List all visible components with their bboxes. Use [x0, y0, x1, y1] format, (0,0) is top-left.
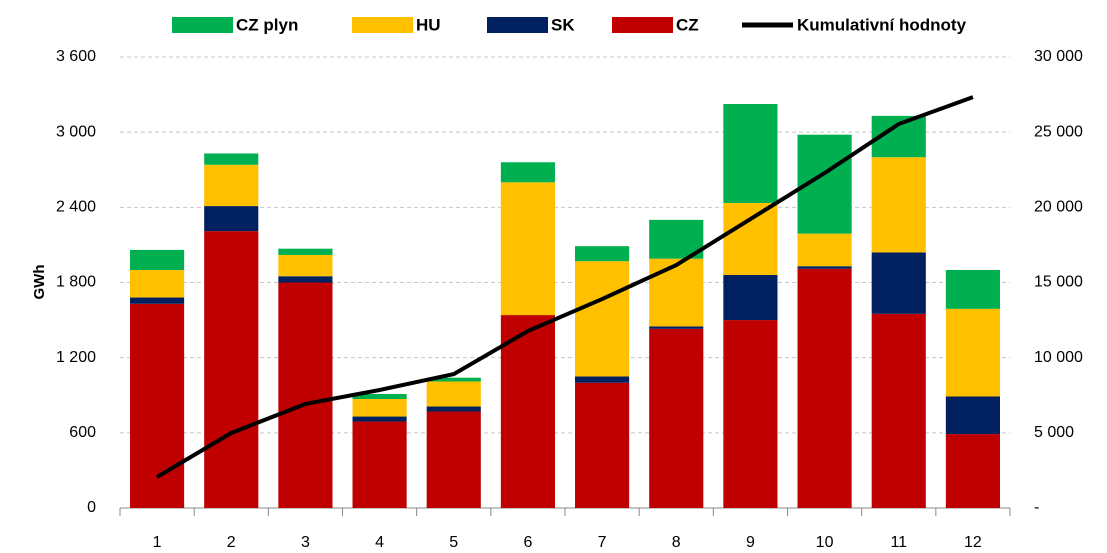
bar-segment	[352, 421, 407, 508]
bar-segment	[130, 303, 185, 508]
bar-segment	[575, 246, 630, 262]
bar-segment	[723, 103, 778, 203]
bar-segment	[130, 269, 185, 298]
bar-segment	[278, 248, 333, 255]
x-tick-label: 7	[598, 534, 607, 551]
y2-tick-label: -	[1034, 499, 1039, 516]
y2-tick-label: 15 000	[1034, 274, 1083, 291]
bar-segment	[352, 393, 407, 400]
x-tick-label: 12	[964, 534, 982, 551]
bar-segment	[426, 411, 481, 508]
x-tick-label: 6	[523, 534, 532, 551]
bar-segment	[575, 376, 630, 383]
bar-segment	[945, 396, 1000, 435]
x-tick-label: 5	[449, 534, 458, 551]
bar-segment	[278, 276, 333, 283]
bar-segment	[130, 249, 185, 270]
y2-tick-label: 10 000	[1034, 349, 1083, 366]
bar-segment	[575, 261, 630, 377]
bar-segment	[871, 313, 926, 508]
bar-segment	[649, 328, 704, 508]
y-tick-label: 600	[69, 424, 96, 441]
y-tick-label: 3 000	[56, 123, 96, 140]
bar-segment	[945, 308, 1000, 397]
bar-segment	[500, 315, 555, 508]
bar-segment	[278, 254, 333, 277]
legend-label: HU	[416, 15, 441, 34]
x-tick-label: 8	[672, 534, 681, 551]
y-axis-label: GWh	[31, 265, 48, 300]
x-tick-label: 1	[153, 534, 162, 551]
cumulative-line	[156, 95, 974, 479]
bar-segment	[426, 406, 481, 412]
bar-segment	[649, 258, 704, 327]
x-tick-label: 9	[746, 534, 755, 551]
legend-swatch	[612, 17, 673, 33]
legend-label: CZ plyn	[236, 15, 298, 34]
y2-tick-label: 25 000	[1034, 123, 1083, 140]
bar-segment	[426, 377, 481, 382]
legend-swatch	[172, 17, 233, 33]
bar-segment	[945, 269, 1000, 309]
y2-tick-label: 20 000	[1034, 199, 1083, 216]
x-tick-label: 2	[227, 534, 236, 551]
bar-segment	[871, 157, 926, 253]
bar-segment	[797, 233, 852, 267]
bar-segment	[204, 206, 259, 232]
y-tick-label: 2 400	[56, 199, 96, 216]
x-tick-label: 11	[890, 534, 907, 551]
bar-segment	[278, 282, 333, 508]
bar-segment	[204, 231, 259, 508]
y-tick-label: 3 600	[56, 48, 96, 65]
y-tick-label: 1 200	[56, 349, 96, 366]
y-tick-label: 0	[87, 499, 96, 516]
bar-segment	[723, 320, 778, 508]
bar-segment	[352, 416, 407, 422]
bar-segment	[426, 381, 481, 407]
x-tick-label: 10	[816, 534, 834, 551]
bar-segment	[204, 164, 259, 207]
legend-swatch	[487, 17, 548, 33]
bar-segment	[500, 162, 555, 183]
bar-segment	[945, 434, 1000, 508]
x-tick-label: 4	[375, 534, 384, 551]
legend-label: CZ	[676, 15, 699, 34]
bar-segment	[649, 326, 704, 329]
bar-segment	[871, 252, 926, 314]
bar-segment	[723, 202, 778, 275]
bar-segment	[575, 382, 630, 508]
x-tick-label: 3	[301, 534, 310, 551]
y2-tick-label: 30 000	[1034, 48, 1083, 65]
legend-swatch	[352, 17, 413, 33]
bar-segment	[797, 266, 852, 269]
bar-segment	[723, 274, 778, 321]
bar-segment	[500, 182, 555, 316]
bar-segment	[352, 399, 407, 417]
bar-segment	[797, 268, 852, 508]
legend-label: SK	[551, 15, 575, 34]
bar-segment	[204, 153, 259, 165]
y2-tick-label: 5 000	[1034, 424, 1074, 441]
bar-segment	[130, 297, 185, 304]
y-tick-label: 1 800	[56, 274, 96, 291]
legend-label: Kumulativní hodnoty	[797, 15, 967, 34]
